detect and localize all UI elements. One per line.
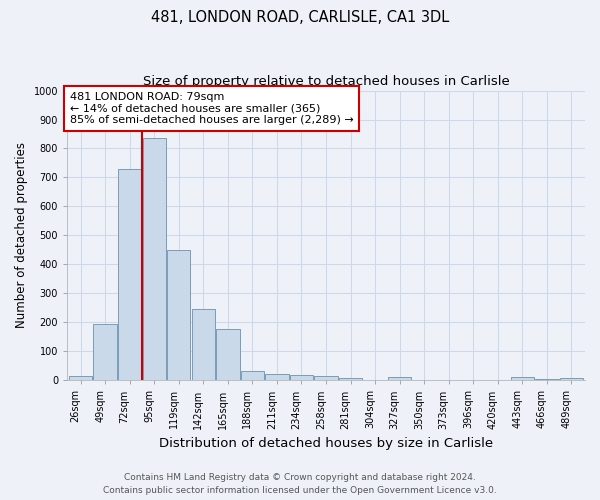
Bar (167, 250, 190, 380)
Bar (535, 379, 559, 380)
Bar (314, 376, 338, 380)
Bar (216, 328, 239, 380)
Bar (339, 378, 362, 380)
Bar (143, 138, 166, 380)
Bar (69, 376, 92, 380)
Bar (388, 378, 412, 380)
Bar (94, 324, 117, 380)
Y-axis label: Number of detached properties: Number of detached properties (15, 142, 28, 328)
Bar (241, 370, 264, 380)
Text: Contains HM Land Registry data © Crown copyright and database right 2024.
Contai: Contains HM Land Registry data © Crown c… (103, 473, 497, 495)
Bar (191, 310, 215, 380)
Bar (290, 375, 313, 380)
Bar (118, 169, 142, 380)
Title: Size of property relative to detached houses in Carlisle: Size of property relative to detached ho… (143, 75, 509, 88)
Text: 481 LONDON ROAD: 79sqm
← 14% of detached houses are smaller (365)
85% of semi-de: 481 LONDON ROAD: 79sqm ← 14% of detached… (70, 92, 353, 125)
X-axis label: Distribution of detached houses by size in Carlisle: Distribution of detached houses by size … (159, 437, 493, 450)
Bar (560, 378, 583, 380)
Bar (511, 378, 534, 380)
Text: 481, LONDON ROAD, CARLISLE, CA1 3DL: 481, LONDON ROAD, CARLISLE, CA1 3DL (151, 10, 449, 25)
Bar (265, 374, 289, 380)
